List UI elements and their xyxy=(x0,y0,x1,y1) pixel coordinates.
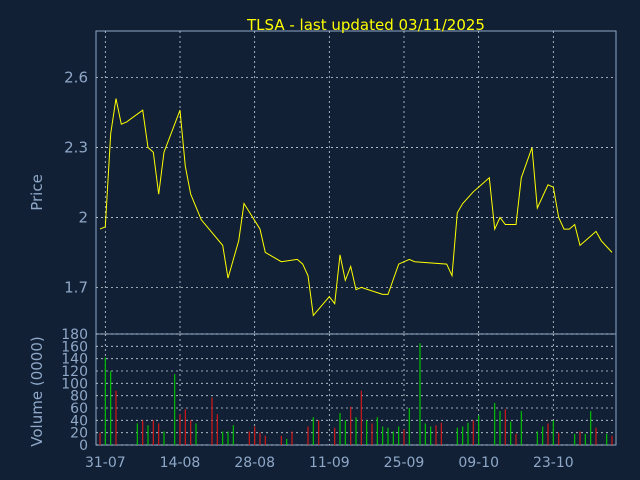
x-tick-label: 25-09 xyxy=(384,455,425,471)
price-y-tick-label: 2 xyxy=(78,208,88,226)
x-tick-label: 31-07 xyxy=(85,455,126,471)
volume-y-tick-label: 40 xyxy=(70,413,88,429)
x-tick-label: 11-09 xyxy=(309,455,350,471)
x-tick-label: 23-10 xyxy=(533,455,574,471)
price-y-axis-title: Price xyxy=(28,174,46,211)
volume-y-tick-label: 0 xyxy=(79,438,88,454)
price-y-tick-label: 2.3 xyxy=(64,139,88,157)
volume-y-tick-label: 60 xyxy=(70,401,88,417)
volume-y-tick-label: 20 xyxy=(70,426,88,442)
volume-y-axis-title: Volume (0000) xyxy=(28,336,46,446)
x-tick-label: 28-08 xyxy=(234,455,275,471)
price-line xyxy=(99,98,613,317)
volume-y-tick-label: 80 xyxy=(70,389,88,405)
volume-y-tick-label: 140 xyxy=(61,352,88,368)
chart-title: TLSA - last updated 03/11/2025 xyxy=(246,16,485,34)
volume-y-tick-label: 180 xyxy=(61,327,88,343)
x-tick-label: 09-10 xyxy=(458,455,499,471)
x-tick-label: 14-08 xyxy=(160,455,201,471)
price-y-tick-label: 1.7 xyxy=(64,278,88,296)
price-y-tick-label: 2.6 xyxy=(64,69,88,87)
volume-y-tick-label: 120 xyxy=(61,364,88,380)
volume-y-tick-label: 160 xyxy=(61,339,88,355)
volume-y-tick-label: 100 xyxy=(61,376,88,392)
